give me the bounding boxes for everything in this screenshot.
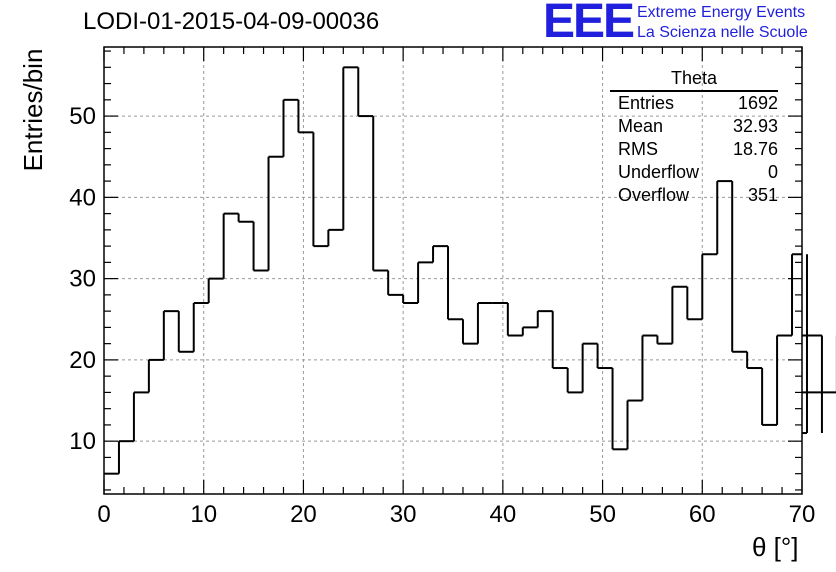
x-axis-label: θ [°]: [752, 532, 799, 562]
x-tick-labels: 0 10 20 30 40 50 60 70: [97, 501, 815, 528]
y-tick-label: 20: [69, 347, 96, 374]
stats-label: Mean: [618, 116, 664, 136]
y-tick-labels: 10 20 30 40 50: [69, 103, 96, 455]
x-tick-label: 20: [290, 501, 317, 528]
stats-row-rms: RMS 18.76: [610, 138, 778, 161]
x-tick-label: 0: [97, 501, 110, 528]
x-tick-label: 70: [789, 501, 816, 528]
stats-row-entries: Entries 1692: [610, 92, 778, 115]
stats-value: 18.76: [732, 139, 778, 159]
chart-title: LODI-01-2015-04-09-00036: [83, 8, 380, 35]
histogram-bars: [104, 66, 836, 475]
stats-value: 351: [747, 185, 778, 205]
y-axis-label: Entries/bin: [18, 48, 48, 172]
stats-row-overflow: Overflow 351: [610, 184, 778, 207]
x-tick-label: 60: [689, 501, 716, 528]
y-tick-label: 40: [69, 184, 96, 211]
stats-value: 0: [767, 162, 778, 182]
stats-row-mean: Mean 32.93: [610, 115, 778, 138]
y-tick-label: 30: [69, 266, 96, 293]
stats-value: 1692: [737, 93, 778, 113]
stats-row-underflow: Underflow 0: [610, 161, 778, 184]
stats-label: Underflow: [618, 162, 700, 182]
axis-ticks: [103, 47, 803, 494]
x-tick-label: 30: [390, 501, 417, 528]
eee-logo: EEE: [543, 0, 635, 48]
x-tick-label: 40: [490, 501, 517, 528]
stats-label: Overflow: [618, 185, 690, 205]
stats-box: Theta Entries 1692 Mean 32.93 RMS 18.76 …: [610, 68, 778, 207]
y-tick-label: 50: [69, 103, 96, 130]
stats-value: 32.93: [732, 116, 778, 136]
x-tick-label: 50: [589, 501, 616, 528]
logo-tagline-1: Extreme Energy Events: [637, 4, 806, 21]
logo-tagline-2: La Scienza nelle Scuole: [637, 24, 808, 41]
x-tick-label: 10: [190, 501, 217, 528]
plot-frame: [103, 46, 803, 495]
stats-label: Entries: [618, 93, 675, 113]
stats-label: RMS: [618, 139, 658, 159]
y-tick-label: 10: [69, 428, 96, 455]
stats-title: Theta: [610, 68, 778, 92]
